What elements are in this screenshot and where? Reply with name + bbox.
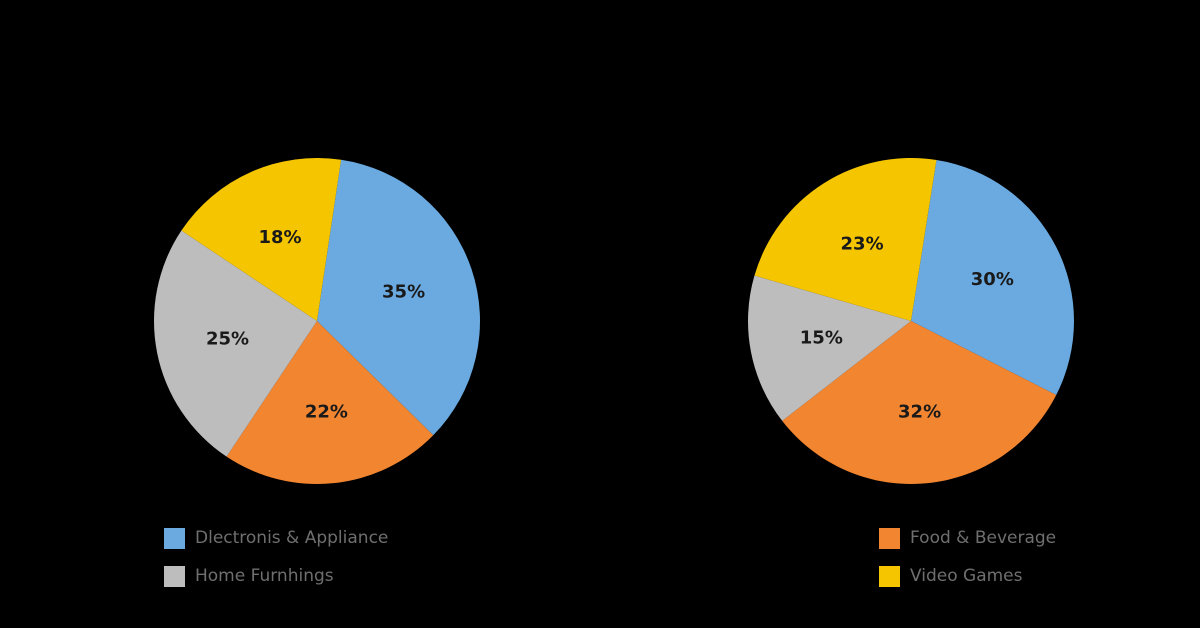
legend-swatch [879, 565, 900, 587]
legend-item: Dlectronis & Appliance [164, 527, 388, 549]
legend-swatch [879, 527, 900, 549]
legend-label: Food & Beverage [910, 528, 1057, 548]
pie-chart-right: 30% 32% 15% 23% [747, 158, 1074, 484]
legend-item: Food & Beverage [879, 527, 1056, 549]
legend-item: Home Furnhings [164, 565, 388, 587]
legend-right: Food & Beverage Video Games [879, 527, 1056, 587]
slice-label: 30% [971, 269, 1014, 290]
slice-label: 35% [382, 282, 425, 303]
pie-slice [226, 321, 434, 484]
slice-label: 23% [841, 233, 884, 254]
slice-label: 25% [206, 328, 249, 349]
pie-chart-left: 35% 22% 25% 18% [153, 158, 480, 484]
legend-label: Dlectronis & Appliance [195, 528, 389, 548]
legend-swatch [164, 527, 185, 549]
pie-slice [153, 230, 317, 457]
slice-label: 15% [800, 328, 843, 349]
legend-left: Dlectronis & Appliance Home Furnhings [164, 527, 388, 587]
pie-slice [181, 158, 342, 321]
slice-label: 18% [258, 227, 301, 248]
pie-slice [782, 321, 1057, 484]
pie-slice [317, 159, 480, 436]
legend-label: Home Furnhings [195, 566, 334, 586]
pie-slice [754, 158, 937, 321]
slice-label: 32% [898, 401, 941, 422]
legend-item: Video Games [879, 565, 1056, 587]
pie-slice [911, 160, 1074, 396]
legend-label: Video Games [910, 566, 1023, 586]
legend-swatch [164, 565, 185, 587]
slice-label: 22% [305, 401, 348, 422]
pie-slice [747, 275, 911, 421]
